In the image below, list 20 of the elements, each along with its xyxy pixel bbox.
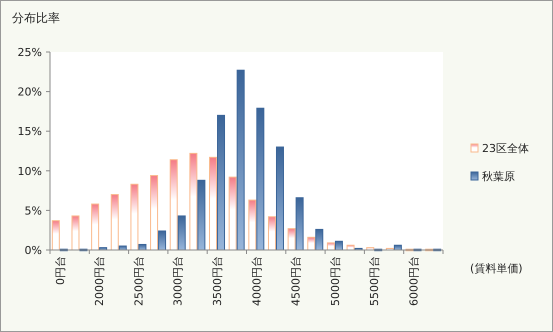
y-tick-label: 25% bbox=[18, 46, 42, 59]
x-tick-label: 4500円台 bbox=[290, 256, 303, 306]
x-tick-label: 3500円台 bbox=[211, 256, 224, 306]
x-tick-label: 2000円台 bbox=[93, 256, 106, 306]
x-tick-label: 6000円台 bbox=[408, 256, 421, 306]
y-tick-label: 10% bbox=[18, 164, 42, 178]
x-tick-label: 3000円台 bbox=[172, 256, 185, 306]
legend-label: 秋葉原 bbox=[482, 170, 515, 183]
x-tick-label: 2500円台 bbox=[132, 256, 146, 306]
legend-label: 23区全体 bbox=[482, 142, 529, 155]
chart-title: 分布比率 bbox=[12, 11, 60, 25]
x-tick-label: 5500円台 bbox=[368, 256, 382, 306]
y-tick-label: 5% bbox=[24, 204, 42, 218]
x-tick-label: 4000円台 bbox=[250, 256, 264, 306]
x-tick-label: 0円台 bbox=[54, 256, 67, 285]
x-tick-label: 5000円台 bbox=[328, 256, 342, 306]
x-axis-title: (賃料単価) bbox=[470, 262, 523, 275]
y-tick-label: 0% bbox=[24, 244, 42, 257]
y-tick-label: 20% bbox=[18, 86, 42, 99]
y-tick-label: 15% bbox=[18, 125, 42, 138]
